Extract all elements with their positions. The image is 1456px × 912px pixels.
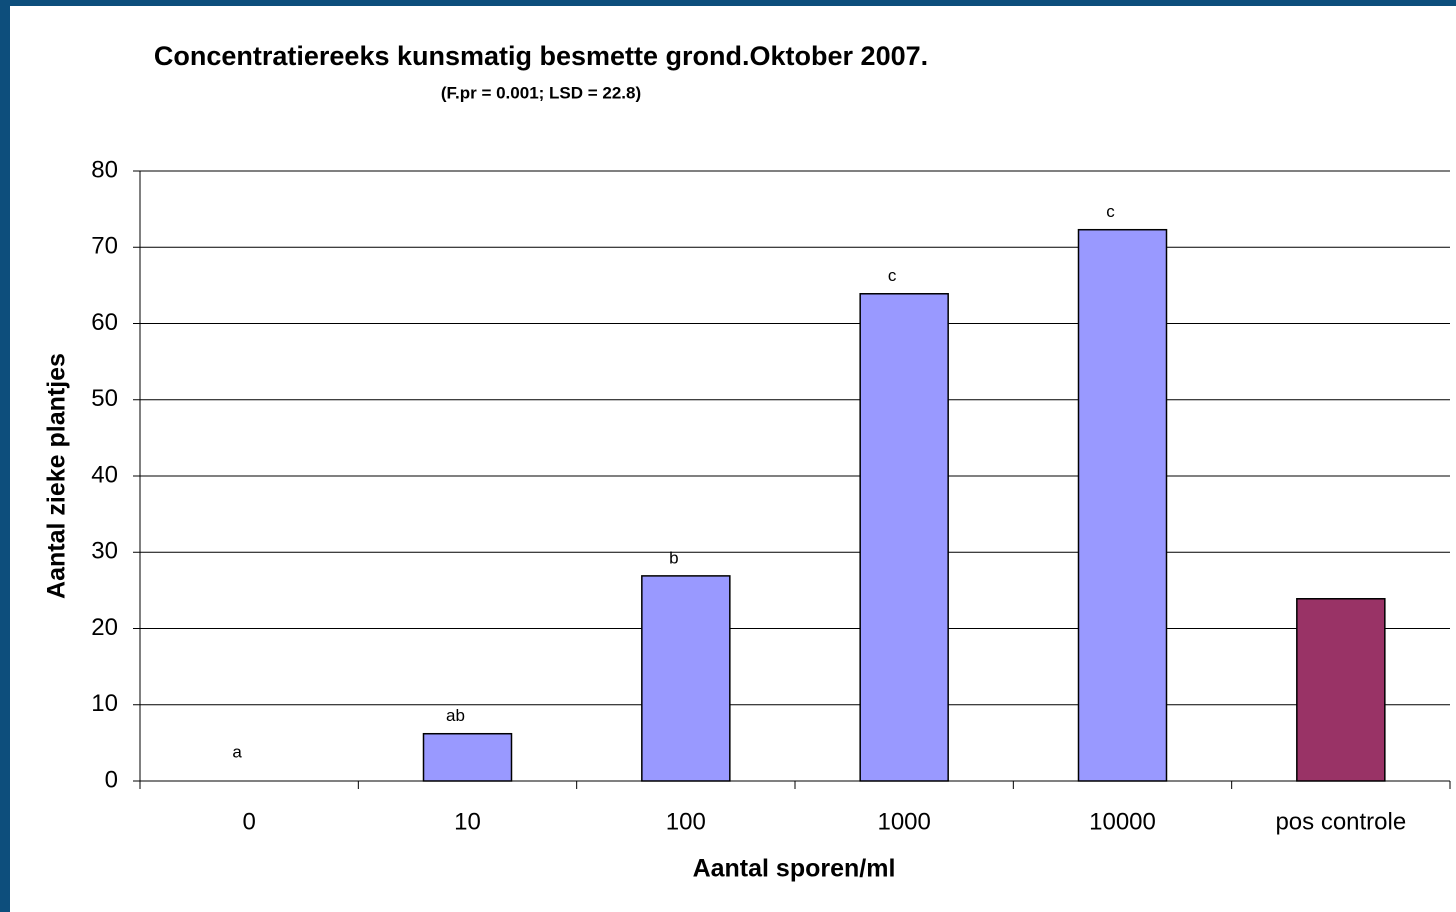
y-tick-label: 50	[91, 385, 118, 412]
y-tick-label: 20	[91, 614, 118, 641]
x-tick-label: 10000	[1089, 808, 1156, 835]
bar-annotation: a	[232, 742, 242, 761]
y-axis-title: Aantal zieke plantjes	[43, 353, 71, 599]
x-tick-label: pos controle	[1275, 808, 1406, 835]
bar-annotation: c	[1106, 202, 1115, 221]
y-tick-label: 30	[91, 538, 118, 565]
bar-annotation: b	[669, 548, 678, 567]
y-tick-label: 40	[91, 461, 118, 488]
bar	[1296, 598, 1386, 782]
bar	[1077, 228, 1168, 782]
y-tick-label: 0	[105, 766, 118, 793]
x-tick-label: 10	[454, 808, 481, 835]
x-tick-label: 100	[666, 808, 706, 835]
chart-subtitle: (F.pr = 0.001; LSD = 22.8)	[441, 83, 641, 102]
bar	[641, 575, 731, 782]
y-tick-label: 10	[91, 690, 118, 717]
y-tick-label: 60	[91, 309, 118, 336]
bar-annotation: c	[888, 266, 897, 285]
y-tick-label: 80	[91, 156, 118, 183]
chart: Concentratiereeks kunsmatig besmette gro…	[10, 6, 1456, 912]
x-tick-label: 0	[242, 808, 255, 835]
y-tick-label: 70	[91, 233, 118, 260]
bar	[859, 293, 949, 782]
x-axis-title: Aantal sporen/ml	[693, 855, 896, 883]
bar-annotation: ab	[446, 706, 465, 725]
x-tick-label: 1000	[877, 808, 930, 835]
bar	[422, 732, 513, 782]
chart-title: Concentratiereeks kunsmatig besmette gro…	[154, 41, 928, 71]
